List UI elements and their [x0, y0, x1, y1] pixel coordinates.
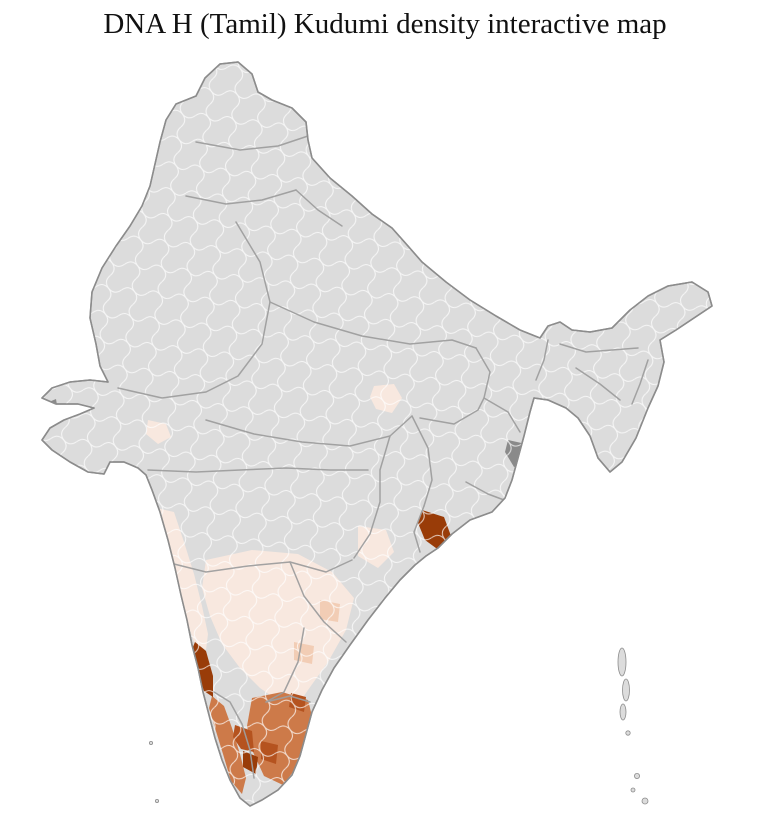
state-border-line [465, 481, 505, 501]
page-title: DNA H (Tamil) Kudumi density interactive… [103, 8, 667, 40]
state-border-line [265, 627, 305, 703]
state-border-line [419, 397, 485, 425]
island[interactable] [622, 678, 630, 702]
india-outline [41, 61, 713, 807]
lakshadweep-islands[interactable] [148, 741, 159, 804]
island[interactable] [148, 741, 153, 746]
state-border-line [475, 347, 491, 399]
island[interactable] [641, 797, 649, 805]
state-border-line [535, 339, 549, 381]
state-border-line [195, 135, 309, 151]
island[interactable] [625, 730, 631, 736]
state-border-line [631, 359, 649, 405]
state-border-line [483, 397, 521, 433]
island[interactable] [617, 647, 627, 677]
andaman-nicobar-islands[interactable] [617, 647, 649, 805]
state-border-line [269, 301, 477, 349]
island[interactable] [634, 773, 641, 780]
state-border-line [213, 691, 255, 779]
state-border-line [295, 189, 343, 227]
state-border-line [147, 467, 369, 473]
state-borders [117, 135, 649, 779]
island[interactable] [630, 787, 636, 793]
island[interactable] [619, 703, 627, 721]
state-border-line [165, 559, 353, 573]
state-border-line [205, 415, 413, 447]
state-border-line [413, 505, 425, 553]
state-border-line [559, 343, 639, 353]
state-border-line [411, 415, 433, 507]
state-border-line [117, 221, 271, 399]
state-border-line [353, 435, 391, 559]
island[interactable] [154, 799, 159, 804]
state-border-line [265, 695, 311, 703]
state-border-line [289, 561, 347, 643]
state-border-line [575, 367, 621, 401]
state-border-line [185, 189, 297, 205]
